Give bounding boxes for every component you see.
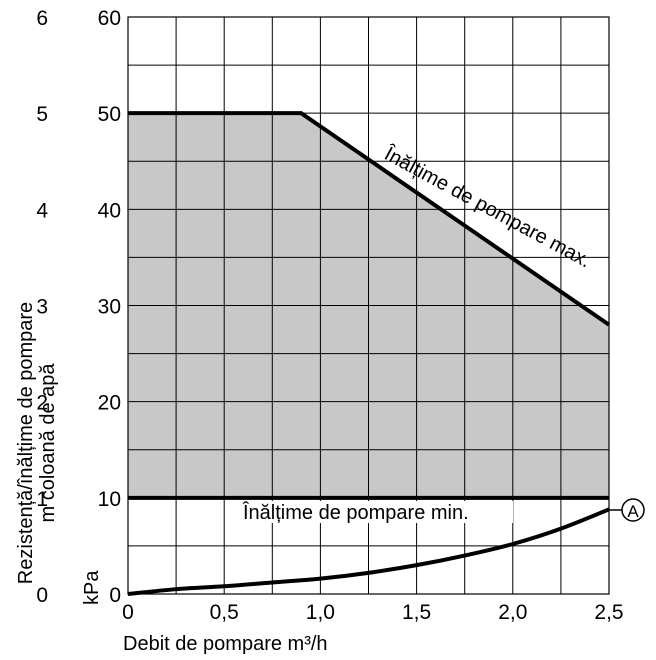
curve-a-line (127, 507, 610, 596)
x-tick-label: 2,0 (498, 601, 527, 624)
y-axis-unit-kpa: kPa (81, 570, 103, 605)
y-m-tick-label: 2 (36, 392, 48, 415)
min-head-annotation: Înălțime de pompare min. (242, 501, 469, 524)
y-kpa-tick-label: 20 (98, 392, 121, 415)
marker-a-label: A (627, 502, 639, 521)
x-tick-label: 1,5 (402, 601, 431, 624)
x-tick-label: 1,0 (306, 601, 335, 624)
max-head-line (128, 111, 611, 327)
x-axis-label: Debit de pompare m³/h (123, 633, 328, 655)
min-head-label-background (241, 501, 513, 523)
plot-frame (127, 16, 610, 595)
tick-label-layer: 0 0,5 1,0 1,5 2,0 2,5 0 10 20 30 40 50 60 0 1 2 3 4 5 6 (36, 7, 623, 624)
series-layer (127, 111, 611, 596)
x-tick-label: 0 (122, 601, 134, 624)
y-kpa-tick-label: 10 (98, 488, 121, 511)
y-kpa-tick-label: 0 (109, 584, 121, 607)
y-kpa-tick-label: 60 (98, 7, 121, 30)
y-m-tick-label: 6 (36, 7, 48, 30)
y-m-tick-label: 4 (36, 199, 48, 222)
y-kpa-tick-label: 50 (98, 103, 121, 126)
y-axis-label: Rezistență/înălțime de pompare m coloană… (15, 302, 59, 584)
marker-a-circle (621, 498, 645, 522)
x-tick-label: 2,5 (594, 601, 623, 624)
y-axis-label-line-2: m coloană de apă (37, 363, 59, 523)
y-m-tick-label: 3 (36, 296, 48, 319)
x-tick-label: 0,5 (210, 601, 239, 624)
y-axis-label-line-1: Rezistență/înălțime de pompare (15, 302, 37, 584)
y-kpa-tick-label: 40 (98, 199, 121, 222)
y-kpa-tick-label: 30 (98, 296, 121, 319)
y-m-tick-label: 5 (36, 103, 48, 126)
y-m-tick-label: 0 (36, 584, 48, 607)
y-m-tick-label: 1 (36, 488, 48, 511)
